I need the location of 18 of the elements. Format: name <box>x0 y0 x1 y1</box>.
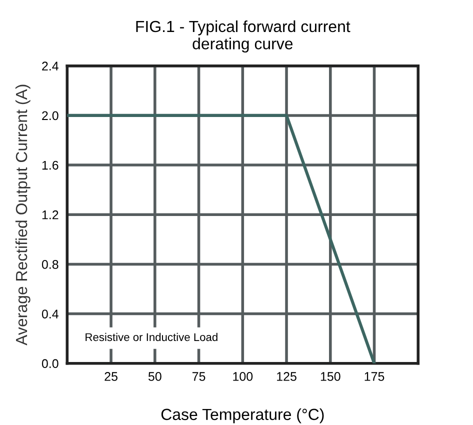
x-tick-label: 125 <box>277 372 296 381</box>
y-tick-label: 0.4 <box>42 310 58 318</box>
x-tick-label: 150 <box>320 372 340 381</box>
y-tick-label: 2.4 <box>42 62 58 70</box>
x-axis-title: Case Temperature (°C) <box>161 408 324 424</box>
x-tick-label: 175 <box>364 372 384 381</box>
chart-title: FIG.1 - Typical forward current derating curve <box>136 20 350 53</box>
x-tick-label: 50 <box>148 372 162 381</box>
y-tick-label: 1.2 <box>42 210 58 220</box>
y-tick-label: 2.0 <box>42 111 58 120</box>
y-tick-label: 0.0 <box>42 359 58 368</box>
y-axis-title: Average Rectified Output Current (A) <box>15 84 30 346</box>
x-tick-label: 100 <box>233 372 253 381</box>
y-tick-label: 1.6 <box>42 160 58 170</box>
annotation: Resistive or Inductive Load <box>86 332 218 342</box>
x-tick-label: 75 <box>192 372 206 381</box>
y-tick-label: 0.8 <box>42 260 58 269</box>
x-tick-label: 25 <box>104 372 118 381</box>
